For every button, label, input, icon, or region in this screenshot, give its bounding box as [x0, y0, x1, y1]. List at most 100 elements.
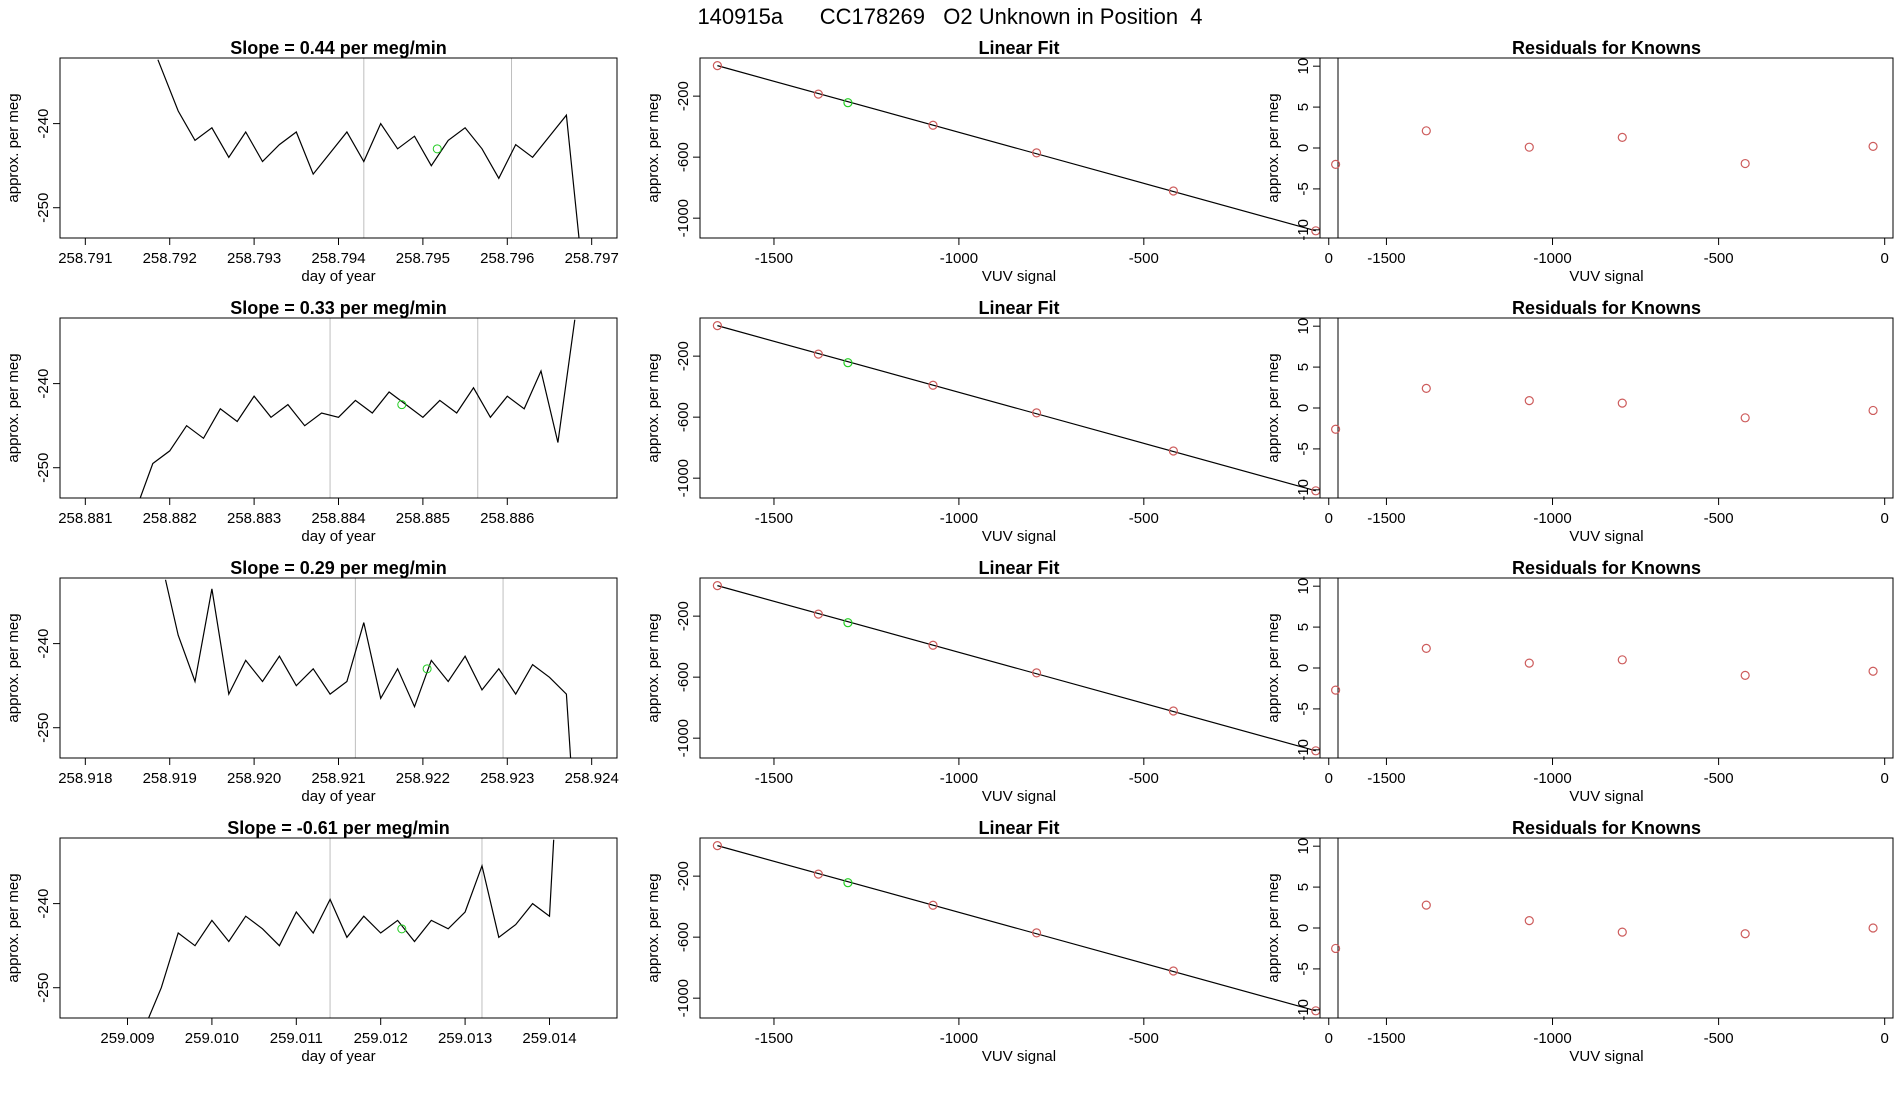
y-tick-label: 10 [1295, 578, 1312, 595]
y-axis-label: approx. per meg [1265, 353, 1282, 462]
x-tick-label: -1000 [1533, 770, 1571, 787]
y-tick-label: -600 [675, 922, 692, 952]
y-tick-label: 10 [1295, 318, 1312, 335]
known-point [928, 120, 938, 130]
known-point [1524, 396, 1534, 406]
known-point [1421, 126, 1431, 136]
known-point [1868, 141, 1878, 151]
y-tick-label: -10 [1295, 999, 1312, 1021]
x-tick-label: 259.009 [100, 1030, 154, 1047]
y-axis-label: approx. per meg [645, 93, 662, 202]
y-axis-label: approx. per meg [1265, 93, 1282, 202]
x-tick-label: -1500 [1367, 1030, 1405, 1047]
chart-title: Residuals for Knowns [1512, 38, 1701, 58]
x-tick-label: 258.883 [227, 510, 281, 527]
y-tick-label: -240 [35, 629, 52, 659]
x-tick-label: -1000 [940, 1030, 978, 1047]
fit-line [717, 325, 1316, 492]
x-axis-label: VUV signal [1569, 528, 1643, 545]
x-tick-label: 258.885 [396, 510, 450, 527]
chart-title: Slope = -0.61 per meg/min [227, 818, 450, 838]
x-axis-label: day of year [301, 528, 375, 545]
y-tick-label: 0 [1295, 664, 1312, 672]
plot-frame [59, 317, 618, 499]
r4-fit-data [712, 841, 1321, 1016]
known-point [1421, 643, 1431, 653]
known-point [1331, 943, 1341, 954]
r4-resid-data [1331, 900, 1878, 954]
x-tick-label: 258.924 [565, 770, 619, 787]
r2-resid-data [1331, 383, 1878, 434]
known-point [1868, 405, 1878, 416]
unknown-point [843, 358, 853, 368]
r3-resid-panel: -1500 -1000 -500 0 10 5 0 -5 -10 Residuals for Kn… [1265, 558, 1894, 805]
r3-fit-data [712, 581, 1321, 756]
y-tick-label: -600 [675, 142, 692, 172]
plot-frame [699, 57, 1339, 239]
page-title: 140915a CC178269 O2 Unknown in Position … [697, 4, 1203, 29]
y-tick-label: -250 [35, 193, 52, 223]
known-point [813, 609, 823, 619]
y-tick-label: -200 [675, 81, 692, 111]
x-tick-label: 258.919 [143, 770, 197, 787]
y-tick-label: -1000 [675, 199, 692, 237]
plot-frame [1319, 577, 1894, 759]
y-tick-label: -600 [675, 402, 692, 432]
x-tick-label: 259.010 [185, 1030, 239, 1047]
chart-title: Slope = 0.33 per meg/min [230, 298, 447, 318]
x-axis-label: VUV signal [982, 528, 1056, 545]
x-tick-label: -1000 [940, 510, 978, 527]
x-tick-label: 258.918 [58, 770, 112, 787]
y-tick-label: -5 [1295, 182, 1312, 195]
x-tick-label: 0 [1881, 1030, 1889, 1047]
fit-line [717, 65, 1316, 232]
known-point [1617, 398, 1627, 408]
known-point [1740, 929, 1750, 939]
known-point [1031, 408, 1042, 418]
y-axis-label: approx. per meg [645, 353, 662, 462]
y-tick-label: 0 [1295, 924, 1312, 932]
x-tick-label: 258.882 [143, 510, 197, 527]
x-tick-label: -500 [1704, 510, 1734, 527]
r2-time-panel: 258.881 258.882 258.883 258.884 258.885 258.8… [5, 298, 618, 545]
chart-title: Slope = 0.44 per meg/min [230, 38, 447, 58]
r3-resid-data [1331, 643, 1878, 695]
chart-title: Linear Fit [978, 298, 1059, 318]
x-tick-label: 258.923 [480, 770, 534, 787]
x-tick-label: 259.011 [270, 1030, 323, 1047]
r1-fit-data [712, 61, 1321, 236]
x-tick-label: -1000 [1533, 1030, 1571, 1047]
y-axis-label: approx. per meg [5, 873, 22, 982]
r3-time-data [164, 578, 572, 758]
known-point [1617, 655, 1627, 665]
y-axis-label: approx. per meg [5, 93, 22, 202]
known-point [1031, 928, 1042, 938]
r4-time-panel: 259.009 259.010 259.011 259.012 259.013 259.0… [5, 818, 618, 1065]
known-point [813, 349, 823, 359]
r2-fit-panel: -1500 -1000 -500 0 -200 -600 -1000 Linear Fit VU… [645, 298, 1339, 545]
known-point [1617, 927, 1627, 937]
x-tick-label: 0 [1325, 250, 1333, 267]
known-point [1331, 159, 1341, 169]
plot-frame [1319, 57, 1894, 239]
x-tick-label: 258.922 [396, 770, 450, 787]
known-point [712, 61, 722, 71]
known-point [1031, 148, 1042, 158]
x-tick-label: -1500 [755, 250, 793, 267]
x-axis-label: VUV signal [1569, 788, 1643, 805]
x-tick-label: -1500 [1367, 510, 1405, 527]
y-tick-label: 10 [1295, 58, 1312, 75]
x-axis-label: day of year [301, 788, 375, 805]
y-tick-label: -5 [1295, 442, 1312, 455]
y-tick-label: -240 [35, 889, 52, 919]
x-tick-label: 258.794 [311, 250, 365, 267]
x-tick-label: -1000 [1533, 510, 1571, 527]
known-point [1868, 923, 1878, 933]
unknown-point [843, 618, 853, 628]
y-tick-label: -240 [35, 109, 52, 139]
x-tick-label: -1000 [1533, 250, 1571, 267]
known-point [1740, 413, 1750, 423]
x-tick-label: 258.884 [311, 510, 365, 527]
x-tick-label: 0 [1881, 250, 1889, 267]
x-tick-label: -1500 [755, 1030, 793, 1047]
